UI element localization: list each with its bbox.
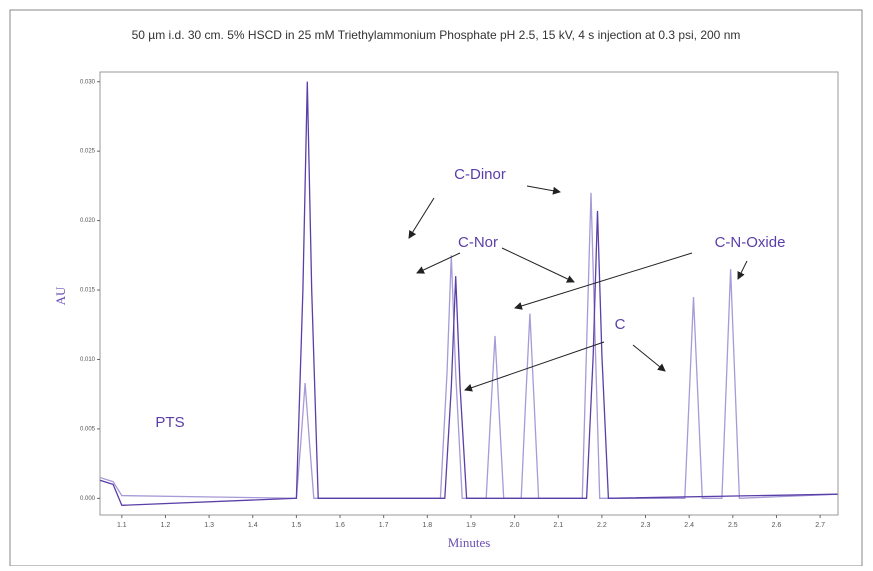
x-tick-label: 1.1 bbox=[117, 522, 127, 529]
x-tick-label: 1.3 bbox=[204, 522, 214, 529]
x-tick-label: 1.2 bbox=[161, 522, 171, 529]
trace bbox=[100, 192, 838, 499]
y-tick-label: 0.030 bbox=[80, 79, 96, 85]
x-tick-label: 2.0 bbox=[510, 522, 520, 529]
x-tick-label: 2.5 bbox=[728, 522, 738, 529]
y-tick-label: 0.015 bbox=[80, 288, 96, 294]
frame bbox=[9, 9, 863, 567]
annotation: PTS bbox=[155, 414, 184, 431]
plot-frame bbox=[99, 71, 839, 516]
arrow bbox=[464, 341, 605, 392]
arrow bbox=[408, 197, 435, 239]
x-tick-label: 1.6 bbox=[335, 522, 345, 529]
arrow bbox=[737, 260, 748, 280]
chart-title: 50 µm i.d. 30 cm. 5% HSCD in 25 mM Triet… bbox=[132, 28, 741, 42]
x-tick-label: 2.1 bbox=[553, 522, 563, 529]
annotation: C-Dinor bbox=[454, 166, 506, 183]
y-tick-label: 0.005 bbox=[80, 426, 96, 432]
arrow bbox=[501, 247, 575, 283]
x-axis-label: Minutes bbox=[448, 535, 491, 550]
x-tick-label: 1.4 bbox=[248, 522, 258, 529]
y-tick-label: 0.000 bbox=[80, 496, 96, 502]
arrow bbox=[514, 252, 693, 310]
x-tick-label: 2.6 bbox=[772, 522, 782, 529]
x-tick-label: 1.8 bbox=[422, 522, 432, 529]
annotation: C bbox=[615, 316, 626, 333]
annotation: C-Nor bbox=[458, 234, 498, 251]
x-tick-label: 1.5 bbox=[292, 522, 302, 529]
x-tick-label: 1.7 bbox=[379, 522, 389, 529]
y-tick-label: 0.020 bbox=[80, 218, 96, 224]
x-tick-label: 2.7 bbox=[815, 522, 825, 529]
x-tick-label: 2.3 bbox=[641, 522, 651, 529]
x-tick-label: 2.2 bbox=[597, 522, 607, 529]
x-tick-label: 2.4 bbox=[684, 522, 694, 529]
x-tick-label: 1.9 bbox=[466, 522, 476, 529]
trace bbox=[100, 81, 838, 506]
y-axis-label: AU bbox=[53, 286, 68, 305]
arrow bbox=[416, 252, 461, 274]
arrow bbox=[526, 185, 561, 195]
annotation: C-N-Oxide bbox=[715, 234, 786, 251]
plot-area bbox=[100, 81, 838, 506]
y-tick-label: 0.025 bbox=[80, 149, 96, 155]
arrow bbox=[632, 344, 666, 372]
y-tick-label: 0.010 bbox=[80, 357, 96, 363]
